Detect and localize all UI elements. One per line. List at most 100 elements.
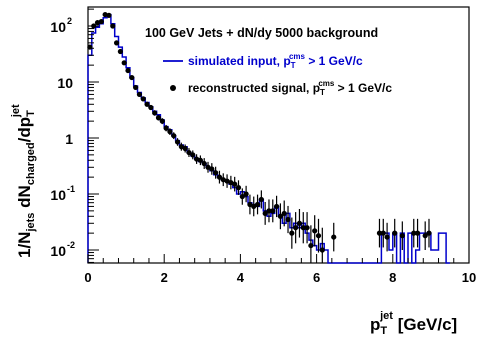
x-tick-label: 0	[84, 270, 91, 285]
y-tick-label-base: 10	[50, 19, 66, 35]
data-point	[308, 242, 314, 249]
x-axis-label: pTjet [GeV/c]	[370, 310, 457, 337]
data-point	[136, 91, 143, 98]
data-point	[293, 225, 299, 231]
legend-text: reconstructed signal, p	[188, 81, 320, 95]
data-point	[174, 139, 181, 145]
data-point	[426, 230, 432, 236]
data-point	[235, 185, 242, 191]
x-tick-label: 8	[389, 270, 396, 285]
data-point	[163, 125, 169, 131]
data-point	[414, 230, 421, 236]
data-point	[319, 247, 325, 253]
data-point	[270, 208, 276, 214]
data-point	[258, 196, 264, 203]
y-tick-label-exponent: 2	[67, 16, 72, 26]
data-point	[289, 230, 295, 236]
simulated-histogram	[87, 13, 450, 264]
y-tick-label: 1	[65, 131, 73, 147]
histogram-step-line	[87, 13, 450, 264]
data-point	[262, 210, 268, 217]
y-tick-label-exponent: -2	[67, 240, 75, 250]
data-point	[182, 145, 188, 152]
y-axis-label-mid-sub: charged	[25, 142, 37, 185]
data-point	[392, 230, 398, 236]
data-point	[110, 23, 116, 29]
data-point	[243, 191, 249, 197]
x-tick-labels: 0 2 4 6 8 10	[84, 270, 476, 285]
y-axis-label-post-sub: T	[25, 110, 37, 117]
data-point	[186, 149, 192, 156]
legend-tail: > 1 GeV/c	[334, 81, 392, 95]
data-point	[232, 181, 238, 187]
data-point	[384, 234, 390, 240]
x-tick-label: 6	[313, 270, 320, 285]
legend-sup: cms	[289, 52, 306, 61]
legend-sub: T	[320, 88, 325, 97]
y-axis-label-mid: dN	[15, 185, 34, 212]
chart-title: 100 GeV Jets + dN/dy 5000 background	[145, 26, 378, 40]
y-tick-label-exponent: -1	[67, 184, 75, 194]
data-point	[87, 44, 93, 50]
data-point	[411, 230, 417, 236]
data-point	[376, 230, 383, 236]
x-axis-label-main: p	[370, 315, 380, 334]
legend: simulated input, pTcms > 1 GeV/c reconst…	[163, 52, 392, 97]
data-point	[113, 40, 120, 46]
data-point	[304, 225, 310, 231]
data-point	[133, 84, 139, 91]
data-point	[296, 220, 303, 226]
data-point	[300, 225, 306, 231]
data-point	[197, 157, 203, 163]
data-point	[209, 166, 215, 172]
data-point	[140, 96, 146, 102]
legend-entry-simulated: simulated input, pTcms > 1 GeV/c	[188, 52, 363, 70]
x-axis-label-sup: jet	[379, 310, 393, 322]
data-point	[144, 101, 150, 107]
data-point	[171, 133, 177, 139]
data-point	[201, 160, 207, 167]
data-point	[281, 210, 287, 217]
data-point	[148, 104, 154, 111]
y-axis-label-pre-sub: jets	[25, 213, 37, 233]
data-point	[273, 203, 280, 210]
data-point	[312, 228, 318, 234]
y-tick-label-base: 10	[50, 187, 66, 203]
reconstructed-points	[87, 11, 432, 263]
data-point	[239, 193, 245, 200]
data-point	[399, 233, 405, 239]
data-point	[159, 118, 165, 124]
x-tick-label: 10	[462, 270, 476, 285]
data-point	[167, 129, 173, 135]
data-point	[98, 18, 104, 25]
x-tick-label: 4	[237, 270, 245, 285]
data-point	[277, 213, 284, 219]
y-tick-label: 10	[57, 75, 73, 91]
data-point	[117, 48, 123, 55]
y-axis-label: 1/Njets dNcharged/dpTjet	[10, 104, 37, 258]
data-point	[190, 152, 196, 158]
legend-marker-swatch	[170, 85, 176, 91]
data-point	[422, 233, 428, 239]
data-point	[121, 60, 127, 66]
y-axis-label-post-sup: jet	[10, 104, 22, 118]
data-point	[106, 12, 112, 18]
data-point	[152, 110, 158, 116]
x-axis-label-unit: [GeV/c]	[393, 315, 457, 334]
legend-tail: > 1 GeV/c	[305, 54, 363, 68]
x-axis-label-sub: T	[380, 325, 387, 337]
y-axis-label-pre: 1/N	[15, 232, 34, 258]
legend-entry-reconstructed: reconstructed signal, pTcms > 1 GeV/c	[188, 79, 392, 97]
data-point	[155, 115, 162, 121]
data-point	[254, 201, 261, 208]
x-tick-label: 2	[161, 270, 168, 285]
legend-sub: T	[291, 61, 296, 70]
y-tick-label-base: 10	[50, 243, 66, 259]
y-axis-label-post: /dp	[15, 117, 34, 143]
data-point	[380, 230, 386, 236]
data-point	[213, 170, 219, 176]
legend-sup: cms	[318, 79, 335, 88]
axis-ticks	[87, 8, 470, 263]
